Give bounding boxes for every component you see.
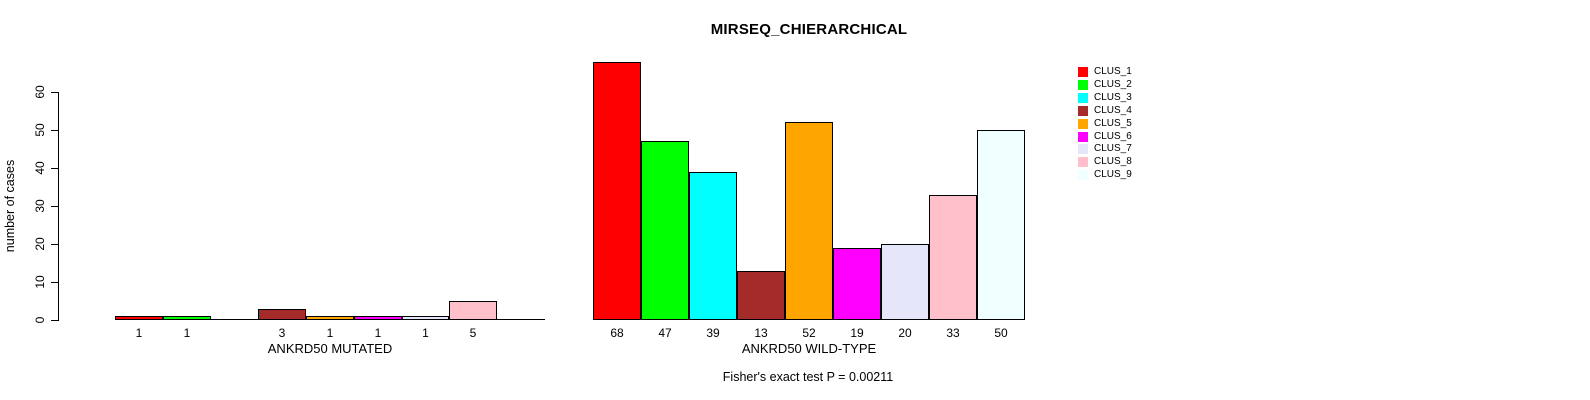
legend-label: CLUS_5 bbox=[1094, 118, 1132, 129]
bar-value-label: 47 bbox=[658, 326, 672, 340]
y-tick-label: 50 bbox=[33, 123, 47, 137]
chart-title: MIRSEQ_CHIERARCHICAL bbox=[710, 21, 908, 38]
y-axis-tick bbox=[51, 320, 58, 321]
bar-value-label: 19 bbox=[850, 326, 864, 340]
bar-value-label: 68 bbox=[610, 326, 624, 340]
legend-swatch bbox=[1078, 157, 1088, 167]
y-axis-tick bbox=[51, 168, 58, 169]
legend-label: CLUS_8 bbox=[1094, 156, 1132, 167]
bar bbox=[354, 316, 402, 320]
legend-swatch bbox=[1078, 119, 1088, 129]
legend-label: CLUS_4 bbox=[1094, 105, 1132, 116]
legend-label: CLUS_7 bbox=[1094, 143, 1132, 154]
fisher-test-note: Fisher's exact test P = 0.00211 bbox=[722, 370, 894, 384]
y-tick-label: 40 bbox=[33, 161, 47, 175]
legend-label: CLUS_9 bbox=[1094, 169, 1132, 180]
bar bbox=[593, 62, 641, 320]
bar bbox=[402, 316, 449, 320]
x-axis-label-wildtype: ANKRD50 WILD-TYPE bbox=[741, 341, 877, 356]
y-tick-label: 0 bbox=[33, 316, 47, 324]
bar-value-label: 20 bbox=[898, 326, 912, 340]
bar bbox=[929, 195, 977, 320]
bar bbox=[737, 271, 785, 320]
bar-value-label: 39 bbox=[706, 326, 720, 340]
legend-swatch bbox=[1078, 144, 1088, 154]
bar-value-label: 5 bbox=[469, 326, 477, 340]
legend-label: CLUS_1 bbox=[1094, 66, 1132, 77]
x-axis-label-mutated: ANKRD50 MUTATED bbox=[267, 341, 393, 356]
bar-value-label: 13 bbox=[754, 326, 768, 340]
bar bbox=[881, 244, 929, 320]
bar-value-label: 1 bbox=[374, 326, 382, 340]
bar-value-label: 1 bbox=[326, 326, 334, 340]
bar bbox=[833, 248, 881, 320]
bar bbox=[689, 172, 737, 320]
bar bbox=[163, 316, 211, 320]
bar-value-label: 3 bbox=[278, 326, 286, 340]
y-tick-label: 30 bbox=[33, 199, 47, 213]
legend-label: CLUS_6 bbox=[1094, 131, 1132, 142]
bar bbox=[785, 122, 833, 320]
y-axis-tick bbox=[51, 206, 58, 207]
y-axis-tick bbox=[51, 244, 58, 245]
bar bbox=[115, 316, 163, 320]
y-axis-line bbox=[58, 92, 59, 321]
y-axis-tick bbox=[51, 92, 58, 93]
y-axis-tick bbox=[51, 130, 58, 131]
legend-swatch bbox=[1078, 170, 1088, 180]
bar-zero-segment bbox=[211, 319, 258, 320]
legend-swatch bbox=[1078, 106, 1088, 116]
bar-value-label: 50 bbox=[994, 326, 1008, 340]
bar-value-label: 33 bbox=[946, 326, 960, 340]
y-tick-label: 60 bbox=[33, 85, 47, 99]
legend-swatch bbox=[1078, 93, 1088, 103]
y-tick-label: 20 bbox=[33, 237, 47, 251]
bar-zero-segment bbox=[497, 319, 545, 320]
bar bbox=[641, 141, 689, 320]
legend-swatch bbox=[1078, 80, 1088, 90]
y-tick-label: 10 bbox=[33, 275, 47, 289]
bar-value-label: 1 bbox=[183, 326, 191, 340]
bar bbox=[977, 130, 1025, 320]
bar-value-label: 52 bbox=[802, 326, 816, 340]
bar bbox=[449, 301, 497, 320]
legend-label: CLUS_2 bbox=[1094, 79, 1132, 90]
legend-label: CLUS_3 bbox=[1094, 92, 1132, 103]
bar-value-label: 1 bbox=[422, 326, 429, 340]
bar bbox=[258, 309, 306, 320]
bar-value-label: 1 bbox=[135, 326, 143, 340]
legend-swatch bbox=[1078, 132, 1088, 142]
bar bbox=[306, 316, 354, 320]
y-axis-tick bbox=[51, 282, 58, 283]
legend-swatch bbox=[1078, 67, 1088, 77]
